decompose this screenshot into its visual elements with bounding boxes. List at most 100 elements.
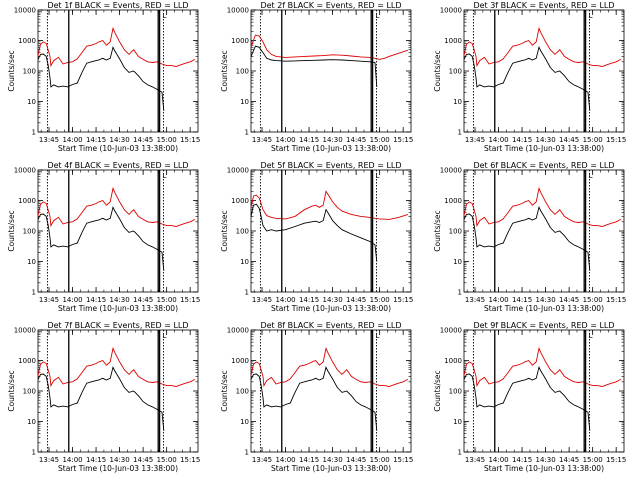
x-tick-label: 14:45 xyxy=(559,136,579,144)
x-tick-label: 14:15 xyxy=(512,296,532,304)
x-tick-label: 14:30 xyxy=(323,296,343,304)
series-events-line xyxy=(37,206,165,271)
subplot-6: Det 6f BLACK = Events, RED = LLD 1 10 100 10… xyxy=(433,161,626,313)
axes-frame xyxy=(463,169,625,293)
series-lld-line xyxy=(250,34,409,60)
y-tick-label: 1000 xyxy=(444,197,462,205)
x-axis-label: Start Time (10-Jun-03 13:38:00) xyxy=(484,304,604,313)
y-tick-label: 10 xyxy=(240,418,249,426)
y-tick-label: 1 xyxy=(458,449,462,457)
series-lld-line xyxy=(250,346,409,388)
series-events-line xyxy=(250,203,378,262)
y-tick-label: 100 xyxy=(23,68,36,76)
x-tick-label: 15:15 xyxy=(180,296,200,304)
y-tick-label: 1000 xyxy=(231,197,249,205)
y-tick-label: 1 xyxy=(245,449,249,457)
x-tick-label: 14:30 xyxy=(536,136,556,144)
x-tick-label: 15:15 xyxy=(606,296,626,304)
y-tick-label: 1 xyxy=(458,129,462,137)
y-tick-label: 10000 xyxy=(14,327,36,335)
y-tick-label: 10000 xyxy=(440,167,462,175)
y-tick-label: 1000 xyxy=(231,357,249,365)
subplot-5: Det 5f BLACK = Events, RED = LLD 1 10 100 10… xyxy=(220,161,413,313)
x-tick-label: 14:00 xyxy=(275,296,295,304)
series-events-line xyxy=(250,45,378,87)
x-tick-label: 14:30 xyxy=(110,456,130,464)
series-events-line xyxy=(463,46,591,111)
axes-frame xyxy=(250,329,412,453)
x-tick-label: 15:15 xyxy=(606,456,626,464)
x-tick-label: 13:45 xyxy=(39,136,59,144)
x-tick-label: 14:30 xyxy=(536,296,556,304)
series-lld-line xyxy=(37,186,196,228)
x-tick-label: 15:15 xyxy=(180,136,200,144)
marker-label: L xyxy=(376,172,380,180)
axes-frame xyxy=(37,169,199,293)
x-tick-label: 15:00 xyxy=(370,456,390,464)
y-tick-label: 10000 xyxy=(14,7,36,15)
x-tick-label: 15:00 xyxy=(583,296,603,304)
x-tick-label: 13:45 xyxy=(252,296,272,304)
x-axis-label: Start Time (10-Jun-03 13:38:00) xyxy=(271,144,391,153)
axes-frame xyxy=(37,329,199,453)
x-tick-label: 14:00 xyxy=(275,456,295,464)
x-tick-label: 14:15 xyxy=(86,296,106,304)
series-lld-line xyxy=(37,346,196,388)
x-tick-label: 14:45 xyxy=(346,136,366,144)
subplot-7: Det 7f BLACK = Events, RED = LLD 1 10 100 10… xyxy=(7,321,200,473)
subplot-3: Det 3f BLACK = Events, RED = LLD 1 10 100 10… xyxy=(433,1,626,153)
y-axis-label: Counts/sec xyxy=(220,50,229,91)
x-tick-label: 13:45 xyxy=(39,456,59,464)
x-tick-label: 14:15 xyxy=(299,456,319,464)
y-tick-label: 10000 xyxy=(440,7,462,15)
x-tick-label: 14:45 xyxy=(133,456,153,464)
x-axis-label: Start Time (10-Jun-03 13:38:00) xyxy=(271,304,391,313)
x-tick-label: 15:00 xyxy=(157,296,177,304)
x-tick-label: 15:15 xyxy=(393,456,413,464)
series-events-line xyxy=(37,366,165,431)
x-axis-label: Start Time (10-Jun-03 13:38:00) xyxy=(58,304,178,313)
marker-label: L xyxy=(376,12,380,20)
y-tick-label: 1000 xyxy=(444,37,462,45)
y-tick-label: 1000 xyxy=(18,357,36,365)
y-axis-label: Counts/sec xyxy=(220,210,229,251)
subplot-title: Det 5f BLACK = Events, RED = LLD xyxy=(260,161,401,170)
x-tick-label: 14:30 xyxy=(536,456,556,464)
y-axis-label: Counts/sec xyxy=(220,370,229,411)
x-tick-label: 15:00 xyxy=(370,136,390,144)
x-axis-label: Start Time (10-Jun-03 13:38:00) xyxy=(271,464,391,473)
y-tick-label: 1 xyxy=(32,449,36,457)
x-tick-label: 14:30 xyxy=(323,456,343,464)
series-events-line xyxy=(250,366,378,431)
x-tick-label: 14:00 xyxy=(62,296,82,304)
x-tick-label: 14:45 xyxy=(133,296,153,304)
x-axis-label: Start Time (10-Jun-03 13:38:00) xyxy=(484,464,604,473)
marker-label: L xyxy=(589,332,593,340)
subplot-title: Det 1f BLACK = Events, RED = LLD xyxy=(47,1,188,10)
axes-frame xyxy=(37,9,199,133)
x-tick-label: 14:15 xyxy=(299,136,319,144)
x-tick-label: 14:45 xyxy=(133,136,153,144)
x-tick-label: 13:45 xyxy=(252,136,272,144)
x-tick-label: 14:00 xyxy=(275,136,295,144)
series-events-line xyxy=(37,46,165,111)
axes-frame xyxy=(463,9,625,133)
subplot-title: Det 8f BLACK = Events, RED = LLD xyxy=(260,321,401,330)
y-tick-label: 1000 xyxy=(444,357,462,365)
x-tick-label: 15:00 xyxy=(583,456,603,464)
x-tick-label: 14:30 xyxy=(110,136,130,144)
y-tick-label: 10000 xyxy=(14,167,36,175)
y-tick-label: 10000 xyxy=(227,327,249,335)
y-tick-label: 100 xyxy=(236,228,249,236)
y-tick-label: 10 xyxy=(27,418,36,426)
y-tick-label: 10 xyxy=(453,258,462,266)
y-tick-label: 10000 xyxy=(440,327,462,335)
y-axis-label: Counts/sec xyxy=(433,50,442,91)
x-tick-label: 15:00 xyxy=(157,136,177,144)
subplot-title: Det 9f BLACK = Events, RED = LLD xyxy=(473,321,614,330)
y-axis-label: Counts/sec xyxy=(433,370,442,411)
y-axis-label: Counts/sec xyxy=(7,210,16,251)
axes-frame xyxy=(463,329,625,453)
x-tick-label: 15:00 xyxy=(370,296,390,304)
y-tick-label: 10 xyxy=(27,98,36,106)
